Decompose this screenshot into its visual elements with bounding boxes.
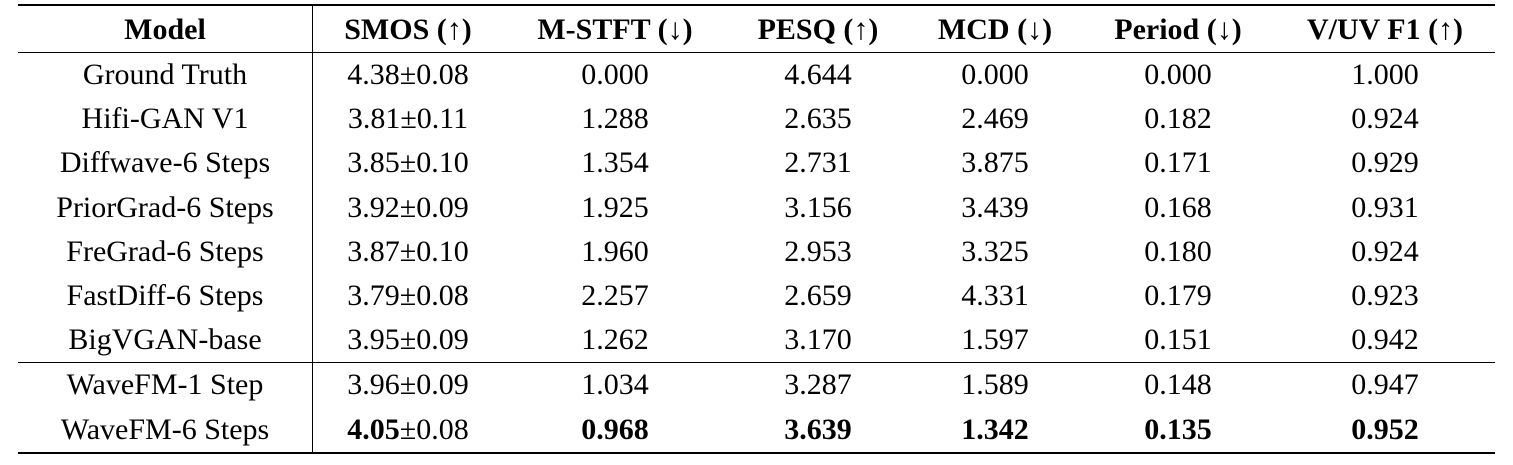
metric-value: 0.924 xyxy=(1351,102,1419,136)
score-cell: 3.96±0.09 xyxy=(347,370,468,400)
column-header: Model xyxy=(124,13,206,46)
model-name: WaveFM-1 Step xyxy=(66,368,264,402)
metric-value: 1.589 xyxy=(961,368,1029,402)
score-mean: 3.95 xyxy=(347,323,400,357)
column-header: SMOS (↑) xyxy=(344,13,472,46)
metric-value: 0.000 xyxy=(1144,58,1212,91)
metric-value: 0.180 xyxy=(1144,234,1212,268)
metric-value: 0.923 xyxy=(1351,279,1419,312)
metric-value: 1.034 xyxy=(581,368,649,402)
metric-value: 1.262 xyxy=(581,323,649,357)
score-cell: 3.85±0.10 xyxy=(347,148,468,178)
metric-value: 4.644 xyxy=(784,58,852,91)
metric-value: 3.170 xyxy=(784,323,852,357)
column-header: M-STFT (↓) xyxy=(537,13,693,46)
column-header: PESQ (↑) xyxy=(757,13,879,46)
metric-value: 3.325 xyxy=(961,234,1029,268)
model-name: Diffwave-6 Steps xyxy=(59,146,271,180)
metric-value: 0.942 xyxy=(1351,323,1419,357)
top-rule xyxy=(18,4,1495,6)
metric-value: 0.171 xyxy=(1144,146,1212,180)
column-header: MCD (↓) xyxy=(937,13,1053,46)
metric-value: 2.469 xyxy=(961,102,1029,136)
score-ci: ±0.08 xyxy=(399,279,469,312)
score-cell: 4.05±0.08 xyxy=(347,412,469,446)
score-mean: 4.38 xyxy=(347,58,400,91)
score-ci: ±0.08 xyxy=(399,412,469,446)
metric-value: 3.156 xyxy=(784,190,852,224)
score-ci: ±0.09 xyxy=(399,190,469,224)
metric-value: 0.952 xyxy=(1351,412,1419,446)
metric-value: 0.148 xyxy=(1144,368,1212,402)
metric-value: 0.168 xyxy=(1144,190,1212,224)
metric-value: 4.331 xyxy=(961,279,1029,312)
score-ci: ±0.10 xyxy=(399,146,469,180)
metric-value: 1.288 xyxy=(581,102,649,136)
metric-value: 1.597 xyxy=(961,323,1029,357)
metric-value: 0.968 xyxy=(581,412,649,446)
metric-value: 1.342 xyxy=(961,412,1029,446)
metric-value: 0.947 xyxy=(1351,368,1419,402)
score-mean: 3.85 xyxy=(347,146,400,180)
column-divider xyxy=(312,5,313,453)
metric-value: 0.000 xyxy=(961,58,1029,91)
column-header: Period (↓) xyxy=(1114,13,1242,46)
model-name: PriorGrad-6 Steps xyxy=(56,190,274,224)
metric-value: 1.354 xyxy=(581,146,649,180)
metric-value: 1.000 xyxy=(1351,58,1419,91)
score-cell: 3.79±0.08 xyxy=(347,281,468,311)
metric-value: 0.924 xyxy=(1351,234,1419,268)
score-ci: ±0.11 xyxy=(400,102,469,136)
metric-value: 0.182 xyxy=(1144,102,1212,136)
metric-value: 0.179 xyxy=(1144,279,1212,312)
score-cell: 3.95±0.09 xyxy=(347,325,468,355)
header-rule xyxy=(18,52,1495,53)
model-name: FreGrad-6 Steps xyxy=(66,234,264,268)
metric-value: 2.953 xyxy=(784,234,852,268)
model-name: BigVGAN-base xyxy=(68,323,262,357)
metric-value: 2.635 xyxy=(784,102,852,136)
score-ci: ±0.09 xyxy=(399,368,469,402)
metric-value: 2.731 xyxy=(784,146,852,180)
metric-value: 0.151 xyxy=(1144,323,1212,357)
score-cell: 3.92±0.09 xyxy=(347,190,469,224)
metric-value: 0.931 xyxy=(1351,190,1419,224)
metric-value: 1.960 xyxy=(581,234,649,268)
score-mean: 3.81 xyxy=(347,102,401,136)
metric-value: 0.135 xyxy=(1144,412,1212,446)
metric-value: 0.000 xyxy=(581,58,649,91)
metric-value: 2.659 xyxy=(784,279,852,312)
metric-value: 1.925 xyxy=(581,190,649,224)
score-mean: 4.05 xyxy=(347,412,400,446)
group-rule xyxy=(18,362,1495,363)
metric-value: 3.639 xyxy=(784,412,852,446)
model-name: Ground Truth xyxy=(82,58,248,91)
score-mean: 3.79 xyxy=(347,279,400,312)
column-header: V/UV F1 (↑) xyxy=(1306,13,1464,46)
metric-value: 3.875 xyxy=(961,146,1029,180)
model-name: Hifi-GAN V1 xyxy=(81,102,249,136)
score-mean: 3.87 xyxy=(347,234,400,268)
score-cell: 4.38±0.08 xyxy=(347,60,468,90)
score-mean: 3.92 xyxy=(347,190,400,224)
metric-value: 2.257 xyxy=(581,279,649,312)
score-cell: 3.87±0.10 xyxy=(347,234,469,268)
score-ci: ±0.10 xyxy=(399,234,469,268)
metric-value: 3.439 xyxy=(961,190,1029,224)
bottom-rule xyxy=(18,452,1495,454)
score-mean: 3.96 xyxy=(347,368,400,402)
metric-value: 3.287 xyxy=(784,368,852,402)
model-name: FastDiff-6 Steps xyxy=(66,279,264,312)
score-ci: ±0.08 xyxy=(399,58,469,91)
metric-value: 0.929 xyxy=(1351,146,1419,180)
model-name: WaveFM-6 Steps xyxy=(60,412,270,446)
score-ci: ±0.09 xyxy=(399,323,469,357)
score-cell: 3.81±0.11 xyxy=(348,104,468,134)
